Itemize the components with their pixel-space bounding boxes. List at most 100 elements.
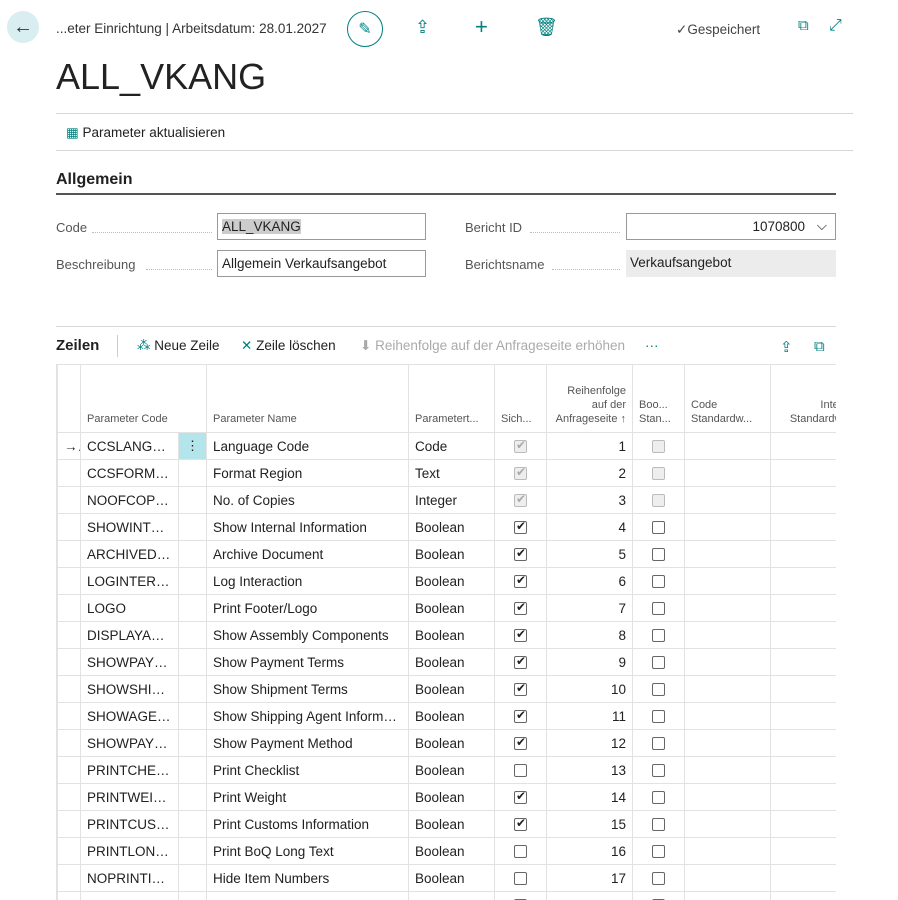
parameter-type-cell[interactable]: Boolean: [408, 783, 495, 811]
code-default-cell[interactable]: [684, 486, 771, 514]
parameter-type-cell[interactable]: Boolean: [408, 540, 495, 568]
bool-default-cell[interactable]: [632, 621, 685, 649]
parameter-name-cell[interactable]: Log Interaction: [206, 567, 409, 595]
order-cell[interactable]: 10: [546, 675, 633, 703]
table-row[interactable]: SHOWINTER... Show Internal Information Boo…: [57, 513, 836, 541]
sich-checkbox[interactable]: [514, 708, 527, 724]
sich-checkbox[interactable]: [514, 654, 527, 670]
col-sich[interactable]: Sich...: [494, 364, 547, 433]
col-integer-default[interactable]: Intege Standardw...: [770, 364, 836, 433]
sich-checkbox[interactable]: [514, 845, 527, 859]
bool-default-checkbox[interactable]: [652, 440, 665, 454]
parameter-name-cell[interactable]: Show Assembly Components: [206, 621, 409, 649]
bool-default-cell[interactable]: [632, 756, 685, 784]
parameter-name-cell[interactable]: Print Customs Information: [206, 810, 409, 838]
sich-checkbox[interactable]: [514, 627, 527, 643]
parameter-name-cell[interactable]: Show Shipping Agent Informat...: [206, 702, 409, 730]
share-button[interactable]: ⇪: [415, 17, 430, 38]
row-actions-button[interactable]: [178, 486, 207, 514]
sich-cell[interactable]: [494, 864, 547, 892]
row-actions-button[interactable]: [178, 621, 207, 649]
code-default-cell[interactable]: [684, 459, 771, 487]
row-actions-button[interactable]: [178, 648, 207, 676]
code-default-cell[interactable]: [684, 702, 771, 730]
parameter-type-cell[interactable]: Boolean: [408, 621, 495, 649]
order-cell[interactable]: 5: [546, 540, 633, 568]
integer-default-cell[interactable]: 0: [770, 729, 836, 757]
parameter-code-cell[interactable]: SHOWPAYM...: [80, 729, 179, 757]
table-row[interactable]: PRINTCUSTO... Print Customs Information Bo…: [57, 810, 836, 838]
code-default-cell[interactable]: [684, 621, 771, 649]
bool-default-checkbox[interactable]: [652, 710, 665, 724]
edit-button[interactable]: ✎: [347, 11, 383, 47]
order-cell[interactable]: 4: [546, 513, 633, 541]
integer-default-cell[interactable]: 0: [770, 432, 836, 460]
sich-cell[interactable]: [494, 486, 547, 514]
order-cell[interactable]: 7: [546, 594, 633, 622]
code-default-cell[interactable]: [684, 810, 771, 838]
parameter-code-cell[interactable]: SHOWAGENT: [80, 702, 179, 730]
code-default-cell[interactable]: [684, 432, 771, 460]
bool-default-cell[interactable]: [632, 837, 685, 865]
parameter-code-cell[interactable]: SHOWPAYM...: [80, 648, 179, 676]
sich-checkbox[interactable]: [514, 438, 527, 454]
code-default-cell[interactable]: [684, 567, 771, 595]
table-row[interactable]: PRINTPROJ... Print Project InformationBoo…: [57, 891, 836, 900]
bool-default-cell[interactable]: [632, 891, 685, 900]
delete-line-button[interactable]: ✕ Zeile löschen: [241, 338, 336, 354]
parameter-name-cell[interactable]: Print Project Information: [206, 891, 409, 900]
col-parameter-type[interactable]: Parametert...: [408, 364, 495, 433]
row-actions-button[interactable]: [178, 783, 207, 811]
bool-default-cell[interactable]: [632, 864, 685, 892]
bool-default-checkbox[interactable]: [652, 494, 665, 508]
parameter-code-cell[interactable]: DISPLAYASSE...: [80, 621, 179, 649]
row-actions-button[interactable]: [178, 891, 207, 900]
code-default-cell[interactable]: [684, 675, 771, 703]
parameter-type-cell[interactable]: Boolean: [408, 675, 495, 703]
order-cell[interactable]: 18: [546, 891, 633, 900]
sich-checkbox[interactable]: [514, 681, 527, 697]
parameter-name-cell[interactable]: Show Payment Terms: [206, 648, 409, 676]
parameter-code-cell[interactable]: CCSLANGUA...: [80, 432, 179, 460]
sich-checkbox[interactable]: [514, 573, 527, 589]
integer-default-cell[interactable]: 0: [770, 702, 836, 730]
parameter-code-cell[interactable]: PRINTLONGT...: [80, 837, 179, 865]
bool-default-checkbox[interactable]: [652, 521, 665, 535]
new-button[interactable]: +: [475, 14, 488, 40]
integer-default-cell[interactable]: 0: [770, 513, 836, 541]
integer-default-cell[interactable]: 0: [770, 864, 836, 892]
parameter-name-cell[interactable]: Format Region: [206, 459, 409, 487]
integer-default-cell[interactable]: 0: [770, 540, 836, 568]
bool-default-checkbox[interactable]: [652, 548, 665, 562]
sich-checkbox[interactable]: [514, 519, 527, 535]
row-actions-button[interactable]: ⋮: [178, 432, 207, 460]
col-parameter-name[interactable]: Parameter Name: [206, 364, 409, 433]
parameter-type-cell[interactable]: Boolean: [408, 891, 495, 900]
bool-default-checkbox[interactable]: [652, 629, 665, 643]
bool-default-checkbox[interactable]: [652, 845, 665, 859]
order-cell[interactable]: 15: [546, 810, 633, 838]
row-actions-button[interactable]: [178, 594, 207, 622]
bool-default-cell[interactable]: [632, 594, 685, 622]
parameter-name-cell[interactable]: Print Weight: [206, 783, 409, 811]
sich-checkbox[interactable]: [514, 465, 527, 481]
row-actions-button[interactable]: [178, 864, 207, 892]
order-cell[interactable]: 1: [546, 432, 633, 460]
code-default-cell[interactable]: [684, 540, 771, 568]
table-row[interactable]: PRINTLONGT... Print BoQ Long Text Boolean 1…: [57, 837, 836, 865]
parameter-name-cell[interactable]: No. of Copies: [206, 486, 409, 514]
raise-order-button[interactable]: ⬇ Reihenfolge auf der Anfrageseite erhöh…: [360, 338, 625, 354]
parameter-type-cell[interactable]: Boolean: [408, 729, 495, 757]
sich-checkbox[interactable]: [514, 764, 527, 778]
parameter-type-cell[interactable]: Text: [408, 459, 495, 487]
bool-default-cell[interactable]: [632, 567, 685, 595]
update-parameters-action[interactable]: ▦ Parameter aktualisieren: [66, 125, 225, 141]
parameter-code-cell[interactable]: ARCHIVEDO...: [80, 540, 179, 568]
integer-default-cell[interactable]: 0: [770, 891, 836, 900]
col-parameter-code[interactable]: Parameter Code: [80, 364, 207, 433]
col-code-default[interactable]: Code Standardw...: [684, 364, 771, 433]
